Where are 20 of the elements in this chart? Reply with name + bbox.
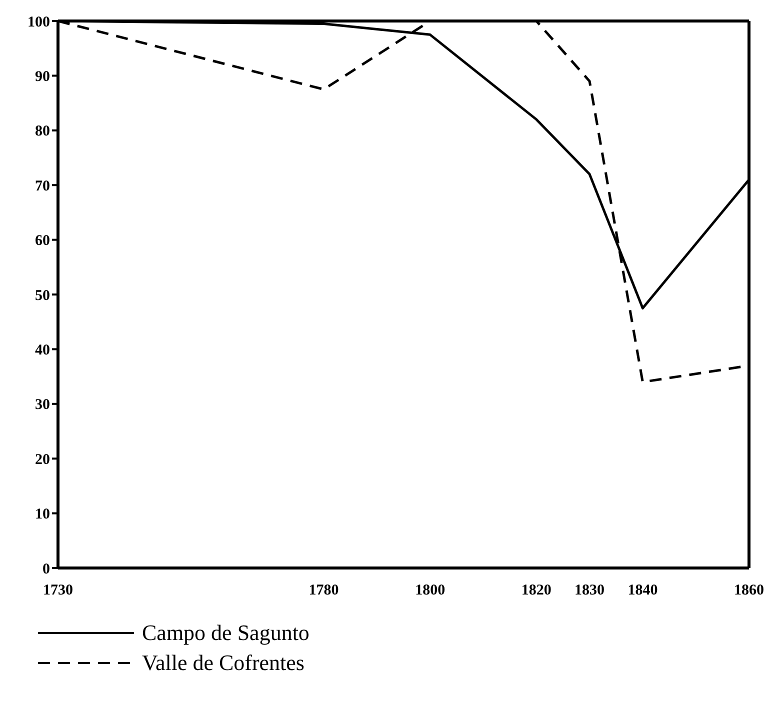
y-tick-label: 100 <box>28 14 50 30</box>
legend-label: Valle de Cofrentes <box>142 649 304 677</box>
y-tick-label: 60 <box>35 233 50 250</box>
x-tick-label: 1800 <box>415 582 446 599</box>
x-tick-label: 1840 <box>628 582 658 599</box>
y-tick-label: 80 <box>35 124 50 140</box>
x-tick-label: 1860 <box>734 582 764 599</box>
y-tick-label: 70 <box>35 178 50 194</box>
x-tick-label: 1780 <box>308 582 339 599</box>
x-tick-label: 1820 <box>521 582 552 599</box>
x-tick-label: 1830 <box>574 582 605 599</box>
y-tick-label: 30 <box>35 397 50 414</box>
y-tick-label: 0 <box>42 561 50 578</box>
y-tick-label: 20 <box>35 452 50 468</box>
x-tick-label: 1730 <box>43 582 73 599</box>
y-tick-label: 50 <box>35 288 50 304</box>
y-tick-label: 90 <box>35 69 50 86</box>
y-tick-label: 10 <box>35 506 50 523</box>
legend-label: Campo de Sagunto <box>142 619 310 647</box>
y-tick-label: 40 <box>35 342 50 359</box>
